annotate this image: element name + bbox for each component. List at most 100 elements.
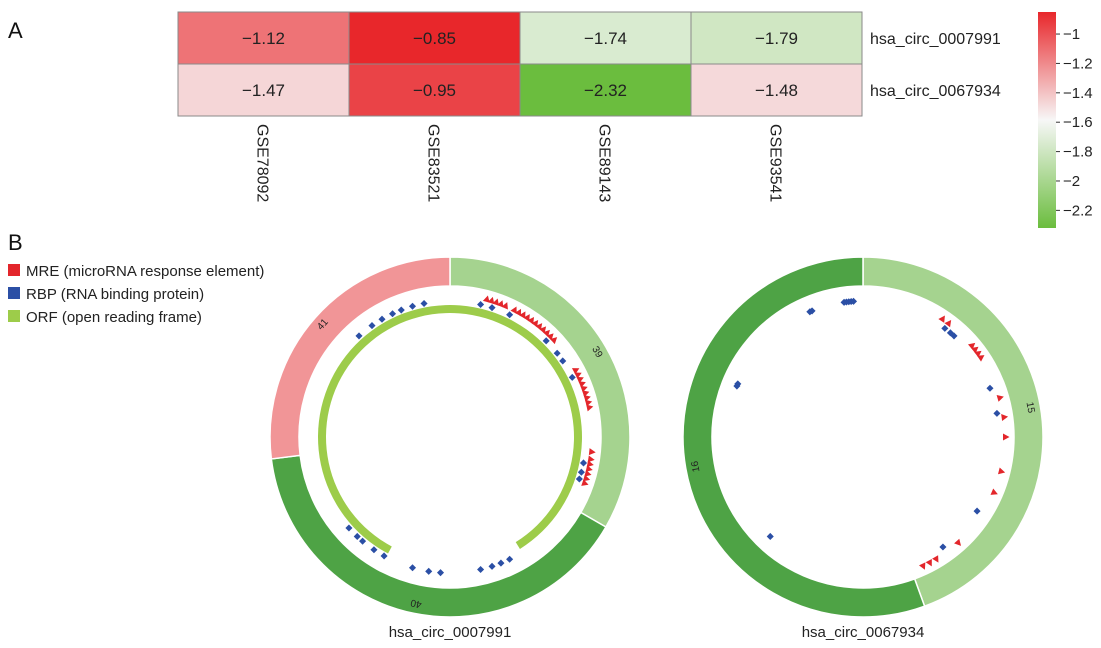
panel-a-label: A	[8, 18, 23, 43]
mre-marker	[571, 368, 580, 375]
mre-marker	[492, 298, 499, 306]
heatmap-cell-value: −0.95	[413, 81, 456, 100]
mre-marker	[918, 562, 926, 570]
heatmap-cell-value: −1.12	[242, 29, 285, 48]
mre-marker	[574, 372, 582, 379]
circos-legend: MRE (microRNA response element) RBP (RNA …	[8, 263, 264, 326]
mre-marker	[1003, 433, 1010, 441]
mre-marker	[996, 395, 1004, 402]
heatmap-cell	[690, 11, 863, 65]
heatmap-cell	[177, 11, 350, 65]
rbp-marker	[577, 468, 585, 476]
rbp-marker	[378, 315, 386, 323]
rbp-marker	[425, 567, 433, 575]
mre-marker	[527, 316, 535, 325]
mre-marker	[938, 315, 945, 323]
rbp-marker	[368, 322, 376, 330]
mre-marker	[514, 308, 522, 317]
rbp-marker	[950, 332, 958, 340]
rbp-marker	[579, 459, 588, 467]
circos-circle: 15 16 hsa_circ_0067934	[682, 256, 1044, 641]
colorbar-tick-label: −1.8	[1063, 144, 1093, 161]
heatmap-cell	[348, 11, 521, 65]
mre-marker	[510, 306, 517, 314]
mre-marker	[587, 455, 595, 463]
rbp-marker	[734, 380, 742, 388]
circos-segment	[270, 454, 607, 618]
colorbar-gradient	[1038, 12, 1056, 228]
orf-legend-label: ORF (open reading frame)	[26, 309, 202, 326]
rbp-marker	[397, 306, 405, 314]
rbp-marker	[986, 384, 994, 392]
circos-segment	[682, 256, 926, 618]
heatmap-cell	[519, 63, 692, 117]
circos-segment-label: 16	[690, 460, 703, 473]
rbp-marker	[941, 324, 949, 332]
mre-marker	[1001, 414, 1009, 421]
rbp-marker	[497, 559, 505, 567]
rbp-marker	[408, 564, 417, 572]
heatmap-cell	[690, 63, 863, 117]
heatmap-cell-value: −2.32	[584, 81, 627, 100]
mre-marker	[954, 538, 962, 546]
colorbar-tick-label: −1.2	[1063, 55, 1093, 72]
mre-marker	[990, 488, 998, 495]
mre-legend-swatch	[8, 264, 20, 276]
rbp-legend-label: RBP (RNA binding protein)	[26, 286, 204, 303]
heatmap-cell-value: −0.85	[413, 29, 456, 48]
heatmap-cell	[348, 63, 521, 117]
mre-marker	[501, 302, 508, 310]
mre-marker	[531, 319, 539, 328]
circos-segment	[269, 256, 451, 460]
rbp-marker	[345, 524, 353, 532]
mre-marker	[971, 346, 979, 354]
rbp-marker	[506, 311, 514, 319]
mre-marker	[588, 448, 596, 456]
rbp-marker	[408, 302, 417, 310]
rbp-marker	[993, 409, 1001, 417]
rbp-marker	[808, 307, 816, 315]
mre-marker	[584, 469, 592, 477]
heatmap-cell	[177, 63, 350, 117]
mre-marker	[586, 460, 594, 468]
rbp-marker	[370, 546, 378, 554]
rbp-marker	[939, 543, 947, 551]
mre-marker	[582, 474, 591, 482]
mre-marker	[967, 342, 976, 350]
heatmap-cell-value: −1.47	[242, 81, 285, 100]
rbp-marker	[436, 569, 445, 577]
rbp-marker	[575, 475, 583, 483]
mre-marker	[586, 404, 594, 412]
heatmap-cell-value: −1.48	[755, 81, 798, 100]
rbp-marker	[488, 562, 496, 570]
mre-marker	[550, 337, 558, 345]
mre-marker	[519, 311, 526, 319]
heatmap-column-label: GSE83521	[425, 124, 442, 202]
rbp-legend-swatch	[8, 287, 20, 299]
mre-marker	[578, 381, 586, 388]
rbp-marker	[380, 552, 388, 560]
mre-marker	[977, 355, 985, 362]
heatmap-cell	[519, 11, 692, 65]
mre-marker	[581, 479, 589, 486]
mre-marker	[496, 300, 504, 308]
rbp-marker	[353, 532, 361, 540]
circos-segment-label: 40	[409, 597, 423, 610]
rbp-marker	[477, 300, 485, 309]
heatmap: −1.12 −0.85 −1.74 −1.79 hsa_circ_0007991 −1.4…	[177, 11, 1001, 202]
mre-marker	[576, 376, 584, 384]
colorbar-tick-label: −2	[1063, 173, 1080, 190]
circos-segment	[862, 256, 1044, 608]
heatmap-row-label: hsa_circ_0007991	[870, 31, 1001, 48]
rbp-marker	[477, 565, 485, 574]
mre-marker	[523, 314, 530, 322]
circos-title: hsa_circ_0067934	[802, 624, 925, 641]
heatmap-cell-value: −1.79	[755, 29, 798, 48]
mre-marker	[997, 467, 1006, 475]
rbp-marker	[388, 310, 397, 318]
rbp-marker	[420, 299, 428, 308]
mre-marker	[585, 465, 593, 472]
circos-segment-label: 15	[1024, 401, 1037, 414]
mre-marker	[487, 296, 495, 305]
